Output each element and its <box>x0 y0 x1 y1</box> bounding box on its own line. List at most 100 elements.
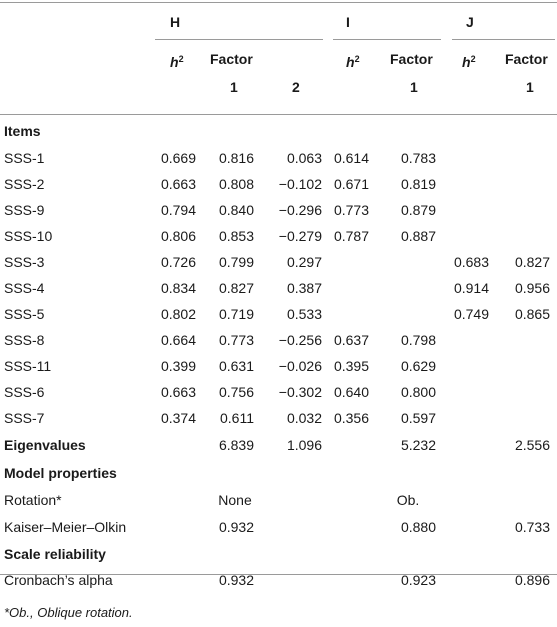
group-header-j: J <box>466 14 474 30</box>
cell-h-h2: 0.726 <box>160 254 196 270</box>
kmo-h: 0.932 <box>218 519 254 535</box>
section-model-properties: Model properties <box>4 465 117 481</box>
kmo-label: Kaiser–Meier–Olkin <box>4 519 127 535</box>
kmo-j: 0.733 <box>514 519 550 535</box>
row-label: SSS-9 <box>4 202 45 218</box>
row-label: SSS-4 <box>4 280 45 296</box>
cell-i-h2: 0.787 <box>333 228 369 244</box>
group-rule-h <box>155 39 323 40</box>
h2-header-h: h2 <box>170 54 184 70</box>
cronbach-label: Cronbach’s alpha <box>4 572 113 588</box>
cell-i-f1: 0.800 <box>400 384 436 400</box>
rotation-label: Rotation* <box>4 492 62 508</box>
factor-header-j: Factor <box>505 51 548 67</box>
cell-i-f1: 0.879 <box>400 202 436 218</box>
section-eigenvalues: Eigenvalues <box>4 437 86 453</box>
header-bottom-rule <box>0 114 557 115</box>
cell-h-h2: 0.669 <box>160 150 196 166</box>
group-rule-i <box>333 39 441 40</box>
cell-h-h2: 0.834 <box>160 280 196 296</box>
cell-j-f1: 0.865 <box>514 306 550 322</box>
kmo-i: 0.880 <box>400 519 436 535</box>
cell-h-f1: 0.827 <box>218 280 254 296</box>
eigen-h-f2: 1.096 <box>286 437 322 453</box>
rotation-i: Ob. <box>396 492 420 508</box>
cell-h-f1: 0.808 <box>218 176 254 192</box>
cell-h-f2: −0.256 <box>278 332 322 348</box>
section-items: Items <box>4 123 41 139</box>
cell-i-h2: 0.356 <box>333 410 369 426</box>
cell-j-h2: 0.683 <box>453 254 489 270</box>
cell-i-f1: 0.798 <box>400 332 436 348</box>
cell-i-f1: 0.819 <box>400 176 436 192</box>
factor-2-header-h: 2 <box>292 79 300 95</box>
factor-1-header-i: 1 <box>410 79 418 95</box>
cell-i-f1: 0.597 <box>400 410 436 426</box>
cell-h-f1: 0.840 <box>218 202 254 218</box>
top-rule <box>0 2 557 3</box>
eigen-j-f1: 2.556 <box>514 437 550 453</box>
row-label: SSS-3 <box>4 254 45 270</box>
row-label: SSS-2 <box>4 176 45 192</box>
cell-h-h2: 0.802 <box>160 306 196 322</box>
cell-h-h2: 0.794 <box>160 202 196 218</box>
cell-i-h2: 0.640 <box>333 384 369 400</box>
cell-h-f2: 0.032 <box>286 410 322 426</box>
cell-h-h2: 0.399 <box>160 358 196 374</box>
h2-header-j: h2 <box>462 54 476 70</box>
cell-i-h2: 0.773 <box>333 202 369 218</box>
cell-h-h2: 0.806 <box>160 228 196 244</box>
cell-i-f1: 0.629 <box>400 358 436 374</box>
cell-h-h2: 0.663 <box>160 384 196 400</box>
cell-h-f2: −0.026 <box>278 358 322 374</box>
cell-h-f2: 0.533 <box>286 306 322 322</box>
cell-i-f1: 0.887 <box>400 228 436 244</box>
cell-h-h2: 0.374 <box>160 410 196 426</box>
group-header-h: H <box>170 14 181 30</box>
h2-header-i: h2 <box>346 54 360 70</box>
table-bottom-rule <box>0 574 557 575</box>
cell-j-f1: 0.827 <box>514 254 550 270</box>
cell-h-f1: 0.853 <box>218 228 254 244</box>
cell-i-f1: 0.783 <box>400 150 436 166</box>
row-label: SSS-10 <box>4 228 53 244</box>
eigen-i-f1: 5.232 <box>400 437 436 453</box>
factor-header-h: Factor <box>210 51 253 67</box>
cell-h-f2: −0.102 <box>278 176 322 192</box>
cell-j-h2: 0.914 <box>453 280 489 296</box>
cronbach-h: 0.932 <box>218 572 254 588</box>
cell-j-f1: 0.956 <box>514 280 550 296</box>
row-label: SSS-8 <box>4 332 45 348</box>
row-label: SSS-1 <box>4 150 45 166</box>
cell-h-f1: 0.799 <box>218 254 254 270</box>
factor-1-header-h: 1 <box>230 79 238 95</box>
cell-i-h2: 0.671 <box>333 176 369 192</box>
cell-i-h2: 0.637 <box>333 332 369 348</box>
cell-h-f2: 0.387 <box>286 280 322 296</box>
cell-h-f1: 0.611 <box>220 410 254 426</box>
factor-1-header-j: 1 <box>526 79 534 95</box>
cronbach-i: 0.923 <box>400 572 436 588</box>
cell-h-h2: 0.663 <box>160 176 196 192</box>
cell-i-h2: 0.614 <box>333 150 369 166</box>
cell-i-h2: 0.395 <box>333 358 369 374</box>
cell-h-f1: 0.773 <box>218 332 254 348</box>
cell-h-f1: 0.719 <box>218 306 254 322</box>
row-label: SSS-7 <box>4 410 45 426</box>
cell-h-f1: 0.816 <box>218 150 254 166</box>
row-label: SSS-11 <box>4 358 52 374</box>
cell-h-f2: −0.302 <box>278 384 322 400</box>
group-header-i: I <box>346 14 350 30</box>
row-label: SSS-5 <box>4 306 45 322</box>
cell-j-h2: 0.749 <box>453 306 489 322</box>
cell-h-f2: −0.279 <box>278 228 322 244</box>
group-rule-j <box>452 39 555 40</box>
cell-h-f1: 0.631 <box>218 358 254 374</box>
rotation-h: None <box>218 492 252 508</box>
row-label: SSS-6 <box>4 384 45 400</box>
factor-header-i: Factor <box>390 51 433 67</box>
eigen-h-f1: 6.839 <box>218 437 254 453</box>
cell-h-f2: 0.297 <box>286 254 322 270</box>
cell-h-f2: 0.063 <box>286 150 322 166</box>
